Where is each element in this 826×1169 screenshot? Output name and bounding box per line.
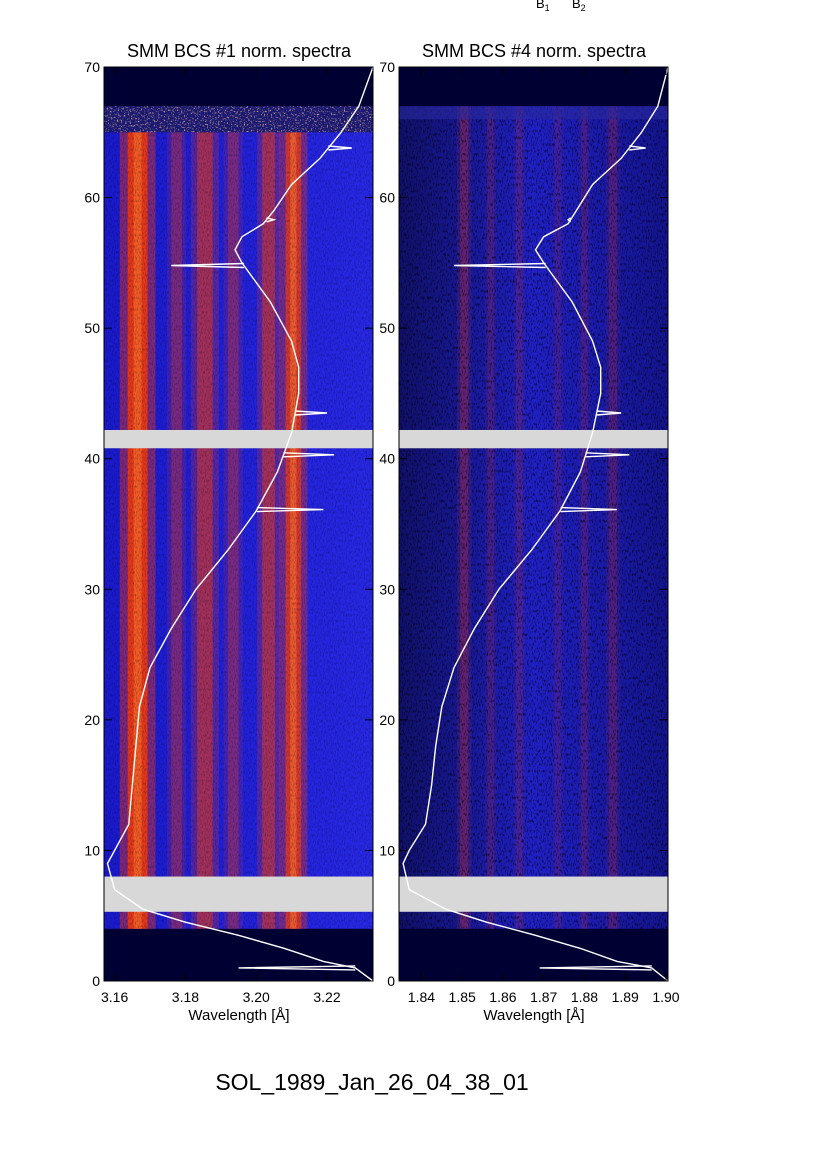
- panel-bcs4-x-axis: 1.84 1.85 1.86 1.87 1.88 1.89 1.90: [408, 67, 680, 1005]
- curve-spike: [560, 506, 618, 513]
- curve-spike: [566, 217, 572, 223]
- panel-bcs1-x-axis: 3.16 3.18 3.20 3.22: [101, 67, 341, 1005]
- spectrum-noise: [104, 132, 373, 929]
- x-tick-label: 1.84: [408, 989, 435, 1005]
- y-tick-label: 50: [84, 320, 100, 336]
- y-tick-label: 30: [84, 581, 100, 597]
- noise-band: [399, 106, 668, 120]
- panel-bcs4-spectrum: [399, 106, 668, 929]
- curve-spike: [453, 262, 546, 269]
- x-tick-label: 3.18: [172, 989, 199, 1005]
- panel-bcs1-spectrum: [104, 106, 373, 929]
- curve-spike: [266, 217, 277, 223]
- y-tick-label: 60: [84, 190, 100, 206]
- y-tick-label: 0: [92, 973, 100, 989]
- curve-spike: [295, 410, 328, 416]
- y-tick-label: 0: [387, 973, 395, 989]
- b1-label: B1: [536, 0, 550, 13]
- panel-bcs4: SMM BCS #4 norm. spectra 1.84 1.85 1.86 1.8…: [379, 41, 679, 1024]
- curve-spike: [256, 506, 324, 513]
- panel-bcs4-xlabel: Wavelength [Å]: [483, 1007, 584, 1024]
- y-tick-label: 70: [84, 59, 100, 75]
- y-tick-label: 10: [84, 842, 100, 858]
- curve-spike: [585, 452, 630, 458]
- panel-bcs4-gaps: [399, 429, 668, 912]
- x-tick-label: 3.20: [243, 989, 270, 1005]
- data-gap: [399, 876, 668, 912]
- panel-bcs1-y-axis: 0 10 20 30 40 50 60 70: [84, 59, 373, 989]
- y-tick-label: 70: [379, 59, 395, 75]
- panel-bcs1-xlabel: Wavelength [Å]: [188, 1007, 289, 1024]
- data-gap: [104, 876, 373, 912]
- panel-bcs4-curve: [402, 66, 669, 982]
- y-tick-label: 20: [379, 712, 395, 728]
- panel-bcs1-frame: [103, 66, 374, 982]
- x-tick-label: 3.16: [101, 989, 128, 1005]
- footer-title: SOL_1989_Jan_26_04_38_01: [215, 1069, 528, 1095]
- y-tick-label: 40: [84, 451, 100, 467]
- y-tick-label: 30: [379, 581, 395, 597]
- x-tick-label: 1.89: [612, 989, 639, 1005]
- x-tick-label: 3.22: [313, 989, 340, 1005]
- panel-bcs1-title: SMM BCS #1 norm. spectra: [127, 41, 352, 61]
- spectrum-noise: [399, 106, 668, 929]
- data-gap: [104, 429, 373, 449]
- panel-bcs1-curve: [106, 66, 374, 982]
- y-tick-label: 10: [379, 842, 395, 858]
- x-tick-label: 1.86: [489, 989, 516, 1005]
- curve-spike: [539, 965, 652, 971]
- noise-band-speckle: [104, 106, 373, 133]
- curve-spike: [238, 965, 356, 971]
- y-tick-label: 60: [379, 190, 395, 206]
- curve-spike: [328, 145, 352, 151]
- y-tick-label: 40: [379, 451, 395, 467]
- intensity-curve: [402, 66, 669, 982]
- panel-bcs4-y-axis: 0 10 20 30 40 50 60 70: [379, 59, 668, 989]
- x-tick-label: 1.88: [571, 989, 598, 1005]
- x-tick-label: 1.90: [652, 989, 679, 1005]
- intensity-curve: [106, 66, 374, 982]
- curve-spike: [283, 452, 335, 458]
- curve-spike: [596, 410, 622, 416]
- b2-label: B2: [572, 0, 586, 13]
- y-tick-label: 50: [379, 320, 395, 336]
- panel-bcs1-gaps: [104, 429, 373, 912]
- data-gap: [399, 429, 668, 449]
- x-tick-label: 1.85: [449, 989, 476, 1005]
- curve-spike: [629, 145, 646, 151]
- x-tick-label: 1.87: [530, 989, 557, 1005]
- panel-bcs1: SMM BCS #1 norm. spectra 3.16 3.18 3.20 3.2…: [84, 41, 374, 1024]
- curve-spike: [171, 262, 244, 269]
- panel-bcs4-title: SMM BCS #4 norm. spectra: [422, 41, 647, 61]
- y-tick-label: 20: [84, 712, 100, 728]
- panel-bcs4-frame: [398, 66, 669, 982]
